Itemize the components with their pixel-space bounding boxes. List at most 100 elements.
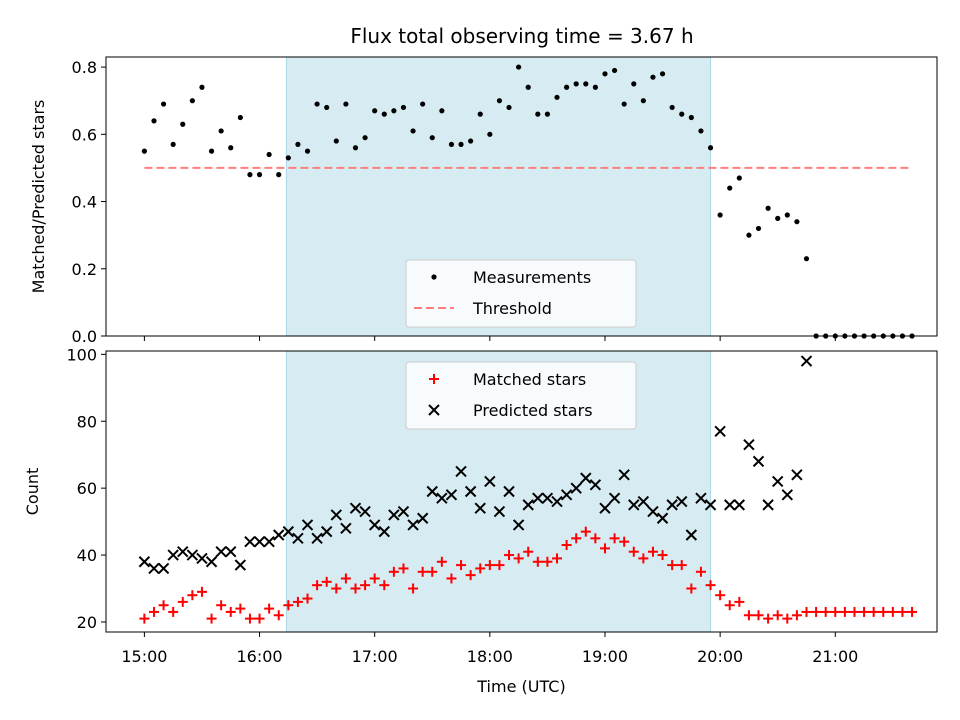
predicted-star-point [714,425,726,437]
measurement-point [141,148,147,154]
measurement-point [621,101,627,107]
measurement-point [669,104,675,111]
predicted-star-point [522,499,534,511]
y-tick-label: 80 [77,412,97,431]
predicted-star-point [215,546,227,558]
time-x-axis-label: Time (UTC) [476,677,565,696]
measurement-point [631,81,637,87]
x-tick-label: 15:00 [121,647,167,666]
measurement-point [266,151,272,158]
y-tick-label: 60 [77,479,97,498]
measurement-point [228,145,234,151]
matched-star-point [638,553,649,564]
measurement-point [688,114,694,121]
legend-box [405,361,637,430]
figure-title: Flux total observing time = 3.67 h [350,24,693,48]
matched-star-point [302,593,313,604]
matched-star-point [504,550,515,561]
matched-star-point [753,610,764,621]
measurement-point [487,131,493,137]
measurement-point [295,141,301,147]
matched-star-point [657,550,668,561]
predicted-star-point [205,556,218,568]
measurements-points [141,64,915,339]
matched-star-point [907,606,918,617]
matched-star-point [695,566,706,577]
predicted-star-point [647,505,659,518]
measurement-point [458,141,464,147]
matched-star-point [456,560,467,571]
predicted-star-point [676,495,688,508]
measurement-point [324,104,330,111]
legend-label: Measurements [473,268,591,287]
predicted-star-point [177,546,189,558]
matched-star-point [187,590,198,601]
measurement-point [218,128,224,134]
ratio-legend: Measurements Threshold [405,259,637,328]
matched-star-point [647,546,658,557]
matched-star-point [484,560,495,571]
matched-star-point [801,606,812,617]
measurement-point [170,141,176,147]
matched-star-point [398,563,409,574]
matched-star-point [868,606,879,617]
matched-star-point [513,553,524,564]
matched-star-point [312,580,323,591]
legend-label: Matched stars [473,370,586,389]
measurement-point [256,172,263,178]
measurement-point [420,101,426,107]
predicted-star-point [263,535,275,548]
matched-star-point [715,590,726,601]
matched-star-point [705,580,716,591]
predicted-star-point [608,492,621,504]
matched-star-point [599,543,610,554]
matched-star-point [244,613,255,624]
y-tick-label: 0.0 [72,327,97,346]
predicted-star-point [340,522,352,535]
matched-star-point [225,606,236,617]
ratio-panel-frame [105,56,938,337]
matched-star-point [772,610,783,621]
matched-star-point [369,573,380,584]
measurement-point [650,74,656,80]
legend-label: Threshold [472,299,552,318]
matched-star-point [820,606,831,617]
y-tick-label: 40 [77,546,97,565]
y-tick-label: 0.2 [72,260,97,279]
y-tick-label: 100 [66,345,97,364]
predicted-star-point [560,489,573,501]
predicted-star-point [733,499,746,511]
predicted-star-point [551,495,563,508]
predicted-star-point [503,485,515,498]
measurement-point [362,135,368,141]
measurement-point [304,148,311,154]
ratio-y-axis-label: Matched/Predicted stars [29,100,48,294]
matched-star-point [878,606,889,617]
predicted-star-point [570,482,582,494]
matched-star-point [561,540,572,551]
matched-star-point [206,613,217,624]
predicted-star-point [436,492,448,504]
measurement-point [496,98,503,104]
predicted-star-point [637,495,650,508]
predicted-star-point [234,559,247,571]
predicted-star-point [743,438,755,451]
measurement-point [439,108,445,114]
predicted-star-point [196,552,208,565]
measurement-point [372,108,378,114]
matched-star-point [686,583,697,594]
measurement-point [707,145,714,151]
measurement-point [803,256,810,262]
measurement-point [525,84,531,90]
matched-star-point [408,583,419,594]
predicted-star-point [282,525,295,538]
predicted-star-point [244,535,256,548]
matched-star-point [782,613,793,624]
measurement-point [343,101,349,107]
matched-star-point [379,580,390,591]
predicted-star-point [752,455,765,468]
matched-star-point [849,606,860,617]
predicted-star-point [493,505,506,518]
predicted-star-point [148,562,160,575]
